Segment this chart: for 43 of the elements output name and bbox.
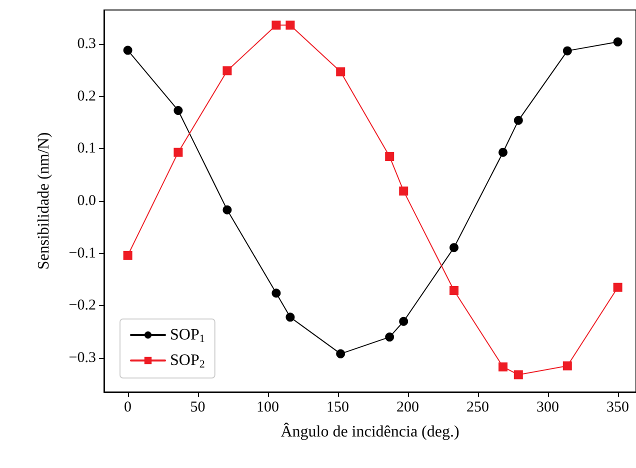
x-tick-label: 250: [466, 400, 490, 416]
point: [514, 116, 523, 125]
y-tick-label: 0.3: [77, 36, 96, 52]
point: [514, 370, 523, 380]
point: [498, 362, 508, 372]
point: [385, 332, 394, 342]
point: [450, 286, 458, 295]
x-axis-title: Ângulo de incidência (deg.): [280, 422, 460, 440]
x-tick-label: 300: [536, 400, 560, 416]
y-tick-label: 0.2: [77, 88, 96, 104]
point: [562, 46, 572, 56]
x-tick-label: 200: [396, 400, 420, 416]
point: [123, 250, 132, 260]
point: [222, 66, 232, 76]
point: [272, 20, 281, 30]
point: [613, 282, 622, 292]
point: [385, 152, 394, 162]
x-tick-label: 350: [606, 400, 630, 416]
y-tick-label: 0.0: [77, 193, 96, 209]
point: [399, 316, 408, 326]
y-axis-title: Sensibilidade (nm/N): [36, 132, 52, 270]
point: [272, 288, 281, 298]
y-tick-label: −0.1: [68, 245, 96, 262]
x-tick-label: 150: [326, 400, 350, 416]
point: [336, 349, 346, 358]
y-tick-label: 0.1: [77, 140, 96, 157]
point: [222, 205, 232, 214]
point: [286, 20, 295, 30]
x-tick-label: 0: [124, 400, 132, 416]
x-tick-label: 50: [190, 400, 206, 416]
point: [399, 186, 408, 196]
y-tick-label: −0.3: [68, 350, 96, 366]
y-tick-label: −0.2: [68, 298, 96, 314]
point: [174, 148, 183, 157]
point: [613, 37, 622, 46]
point: [123, 46, 132, 55]
point: [286, 312, 295, 322]
point: [562, 361, 572, 370]
point: [174, 106, 183, 115]
x-tick-label: 100: [256, 400, 280, 416]
point: [336, 67, 346, 76]
point: [498, 148, 508, 157]
point: [450, 243, 458, 252]
